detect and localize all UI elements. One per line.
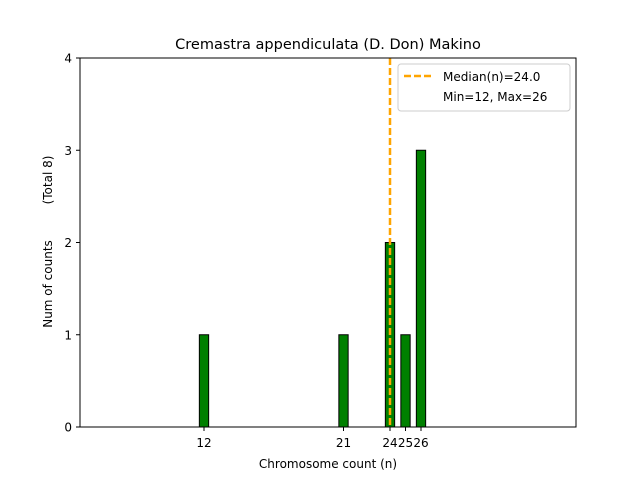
legend: Median(n)=24.0 Min=12, Max=26: [397, 63, 571, 112]
x-axis-label: Chromosome count (n): [259, 457, 397, 471]
x-tick-label: 26: [413, 436, 428, 450]
legend-minmax-label: Min=12, Max=26: [443, 90, 547, 104]
plot-frame: [79, 57, 577, 428]
bar: [400, 334, 411, 428]
legend-median-label: Median(n)=24.0: [443, 70, 540, 84]
x-tick-label: 25: [398, 436, 413, 450]
y-axis-total-label: (Total 8): [41, 156, 55, 205]
y-tick-label: 2: [64, 236, 72, 250]
x-axis: 12 21 24 25 26: [196, 427, 429, 450]
x-tick-label: 24: [382, 436, 397, 450]
x-tick-label: 12: [196, 436, 211, 450]
y-axis: 0 1 2 3 4: [64, 52, 80, 435]
y-tick-label: 0: [64, 421, 72, 435]
bar: [338, 334, 349, 428]
chart-title: Cremastra appendiculata (D. Don) Makino: [175, 37, 481, 53]
bar: [198, 334, 210, 428]
y-axis-label: Num of counts: [41, 240, 55, 328]
y-tick-label: 1: [64, 328, 72, 342]
bar: [415, 149, 427, 428]
bars-group: [87, 149, 460, 428]
y-tick-label: 3: [64, 144, 72, 158]
x-tick-label: 21: [336, 436, 351, 450]
y-tick-label: 4: [64, 52, 72, 66]
legend-box: [397, 63, 571, 112]
